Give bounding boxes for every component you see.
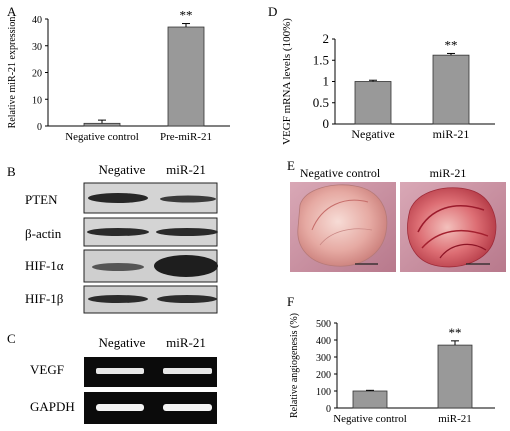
- chart-f: 0 100 200 300 400 500 Relative angiogenesis (%…: [289, 313, 495, 425]
- vessel-mir-3: [439, 243, 487, 259]
- y-tick-label-d: 2: [323, 31, 330, 46]
- panel-letter-c: C: [7, 331, 16, 346]
- significance-f-1: **: [449, 325, 462, 340]
- photo-negative-control: [290, 182, 396, 272]
- y-tick-label-a: 40: [32, 15, 42, 26]
- blot-label-hif1a: HIF-1α: [25, 258, 64, 273]
- y-tick-label-d: 0.5: [313, 95, 329, 110]
- bar-d-1: [432, 54, 470, 125]
- band-hif1a-mir21: [154, 255, 218, 277]
- band-bactin-negative: [87, 228, 149, 236]
- vessel-neg-2: [319, 228, 373, 246]
- bar-a-1: [167, 26, 205, 127]
- photo-e-col-negative: Negative control: [300, 166, 381, 180]
- band-bactin-mir21: [156, 228, 218, 236]
- y-tick-label-f: 400: [316, 336, 331, 347]
- gel-label-vegf: VEGF: [30, 362, 64, 377]
- category-label-a-0: Negative control: [65, 131, 139, 143]
- gel-label-gapdh: GAPDH: [30, 399, 75, 414]
- y-tick-label-d: 0: [323, 116, 330, 131]
- blot-row-pten: PTEN: [25, 182, 218, 214]
- blot-b-col-negative: Negative: [99, 162, 146, 177]
- vessel-neg-1: [311, 199, 369, 231]
- y-tick-label-a: 20: [32, 69, 42, 80]
- gel-row-vegf: VEGF: [30, 357, 217, 387]
- band-pten-mir21: [160, 195, 216, 203]
- y-tick-label-a: 10: [32, 95, 42, 106]
- blot-label-hif1b: HIF-1β: [25, 291, 64, 306]
- photo-e-col-mir21: miR-21: [430, 166, 467, 180]
- y-axis-label-f: Relative angiogenesis (%): [289, 313, 300, 418]
- band-gapdh-mir21: [163, 404, 212, 411]
- panel-letter-e: E: [287, 158, 295, 173]
- category-label-d-0: Negative: [351, 127, 394, 141]
- panel-letter-d: D: [268, 4, 277, 19]
- band-hif1b-negative: [88, 295, 148, 303]
- blot-row-hif1a: HIF-1α: [25, 249, 218, 283]
- egg-membrane-negative: [297, 184, 388, 267]
- category-label-d-1: miR-21: [433, 127, 470, 141]
- band-vegf-mir21: [163, 368, 212, 374]
- blot-label-bactin: β-actin: [25, 226, 62, 241]
- y-tick-label-a: 30: [32, 42, 42, 53]
- y-tick-label-f: 0: [326, 404, 331, 415]
- vessel-mir-2: [421, 229, 489, 249]
- band-gapdh-negative: [96, 404, 144, 411]
- gel-c-col-negative: Negative: [99, 335, 146, 350]
- panel-letter-a: A: [7, 4, 17, 19]
- bar-a-0: [83, 122, 121, 127]
- band-pten-negative: [88, 193, 148, 203]
- y-tick-label-f: 300: [316, 353, 331, 364]
- vessel-mir-1: [417, 205, 485, 233]
- blot-b-col-mir21: miR-21: [166, 162, 206, 177]
- panel-letter-b: B: [7, 164, 16, 179]
- blot-label-pten: PTEN: [25, 192, 58, 207]
- blot-row-bactin: β-actin: [25, 217, 218, 247]
- gel-row-gapdh: GAPDH: [30, 392, 217, 424]
- band-hif1a-negative: [92, 263, 144, 271]
- y-tick-label-f: 200: [316, 370, 331, 381]
- y-tick-label-d: 1.5: [313, 52, 329, 67]
- gel-c-col-mir21: miR-21: [166, 335, 206, 350]
- y-tick-label-f: 100: [316, 387, 331, 398]
- y-tick-label-a: 0: [37, 122, 42, 133]
- category-label-f-1: miR-21: [438, 413, 472, 425]
- y-axis-label-d: VEGF mRNA levels (100%): [281, 18, 293, 145]
- panel-letter-f: F: [287, 294, 294, 309]
- blot-row-hif1b: HIF-1β: [25, 285, 218, 314]
- photo-mir21: [400, 182, 506, 272]
- band-hif1b-mir21: [157, 295, 217, 303]
- y-tick-label-f: 500: [316, 319, 331, 330]
- category-label-a-1: Pre-miR-21: [160, 131, 212, 143]
- y-tick-label-d: 1: [323, 74, 330, 89]
- y-axis-label-a: Relative miR-21 expression: [7, 17, 18, 129]
- chart-d: 0 0.5 1 1.5 2 VEGF mRNA levels (100%) Negative…: [281, 18, 495, 145]
- band-vegf-negative: [96, 368, 144, 374]
- bar-f-0: [352, 390, 388, 409]
- bar-f-1: [437, 344, 473, 409]
- significance-a-1: **: [180, 8, 193, 23]
- significance-d-1: **: [445, 37, 458, 52]
- chart-a: 0 10 20 30 40 Relative miR-21 expression Negat…: [7, 8, 230, 143]
- category-label-f-0: Negative control: [333, 413, 407, 425]
- bar-d-0: [354, 81, 392, 125]
